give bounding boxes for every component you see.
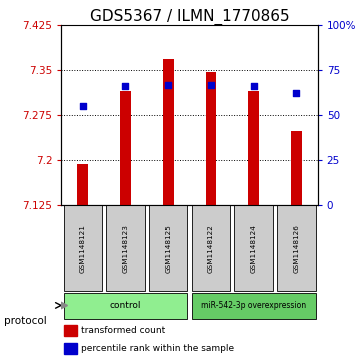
FancyBboxPatch shape xyxy=(64,205,102,291)
Text: control: control xyxy=(110,301,141,310)
Title: GDS5367 / ILMN_1770865: GDS5367 / ILMN_1770865 xyxy=(90,9,289,25)
FancyBboxPatch shape xyxy=(106,205,145,291)
Text: percentile rank within the sample: percentile rank within the sample xyxy=(81,344,234,353)
Text: GSM1148126: GSM1148126 xyxy=(293,224,299,273)
Bar xyxy=(248,91,259,204)
Text: GSM1148125: GSM1148125 xyxy=(165,224,171,273)
Bar xyxy=(64,343,77,354)
Text: protocol: protocol xyxy=(4,316,46,326)
FancyBboxPatch shape xyxy=(192,205,230,291)
FancyBboxPatch shape xyxy=(64,293,187,318)
Text: miR-542-3p overexpression: miR-542-3p overexpression xyxy=(201,301,306,310)
Text: GSM1148124: GSM1148124 xyxy=(251,224,257,273)
Bar xyxy=(163,60,174,204)
FancyBboxPatch shape xyxy=(149,205,187,291)
Point xyxy=(123,83,129,89)
Point xyxy=(208,82,214,87)
Text: transformed count: transformed count xyxy=(81,326,165,335)
Text: GSM1148121: GSM1148121 xyxy=(80,224,86,273)
Text: GSM1148123: GSM1148123 xyxy=(122,224,129,273)
Bar xyxy=(205,72,216,204)
Point xyxy=(165,82,171,87)
Text: GSM1148122: GSM1148122 xyxy=(208,224,214,273)
Point xyxy=(293,90,299,96)
Point xyxy=(80,103,86,109)
FancyBboxPatch shape xyxy=(192,293,316,318)
Point xyxy=(251,83,256,89)
Bar xyxy=(291,131,302,204)
FancyBboxPatch shape xyxy=(234,205,273,291)
FancyBboxPatch shape xyxy=(277,205,316,291)
Bar xyxy=(77,164,88,204)
Bar xyxy=(120,91,131,204)
Bar xyxy=(64,325,77,336)
